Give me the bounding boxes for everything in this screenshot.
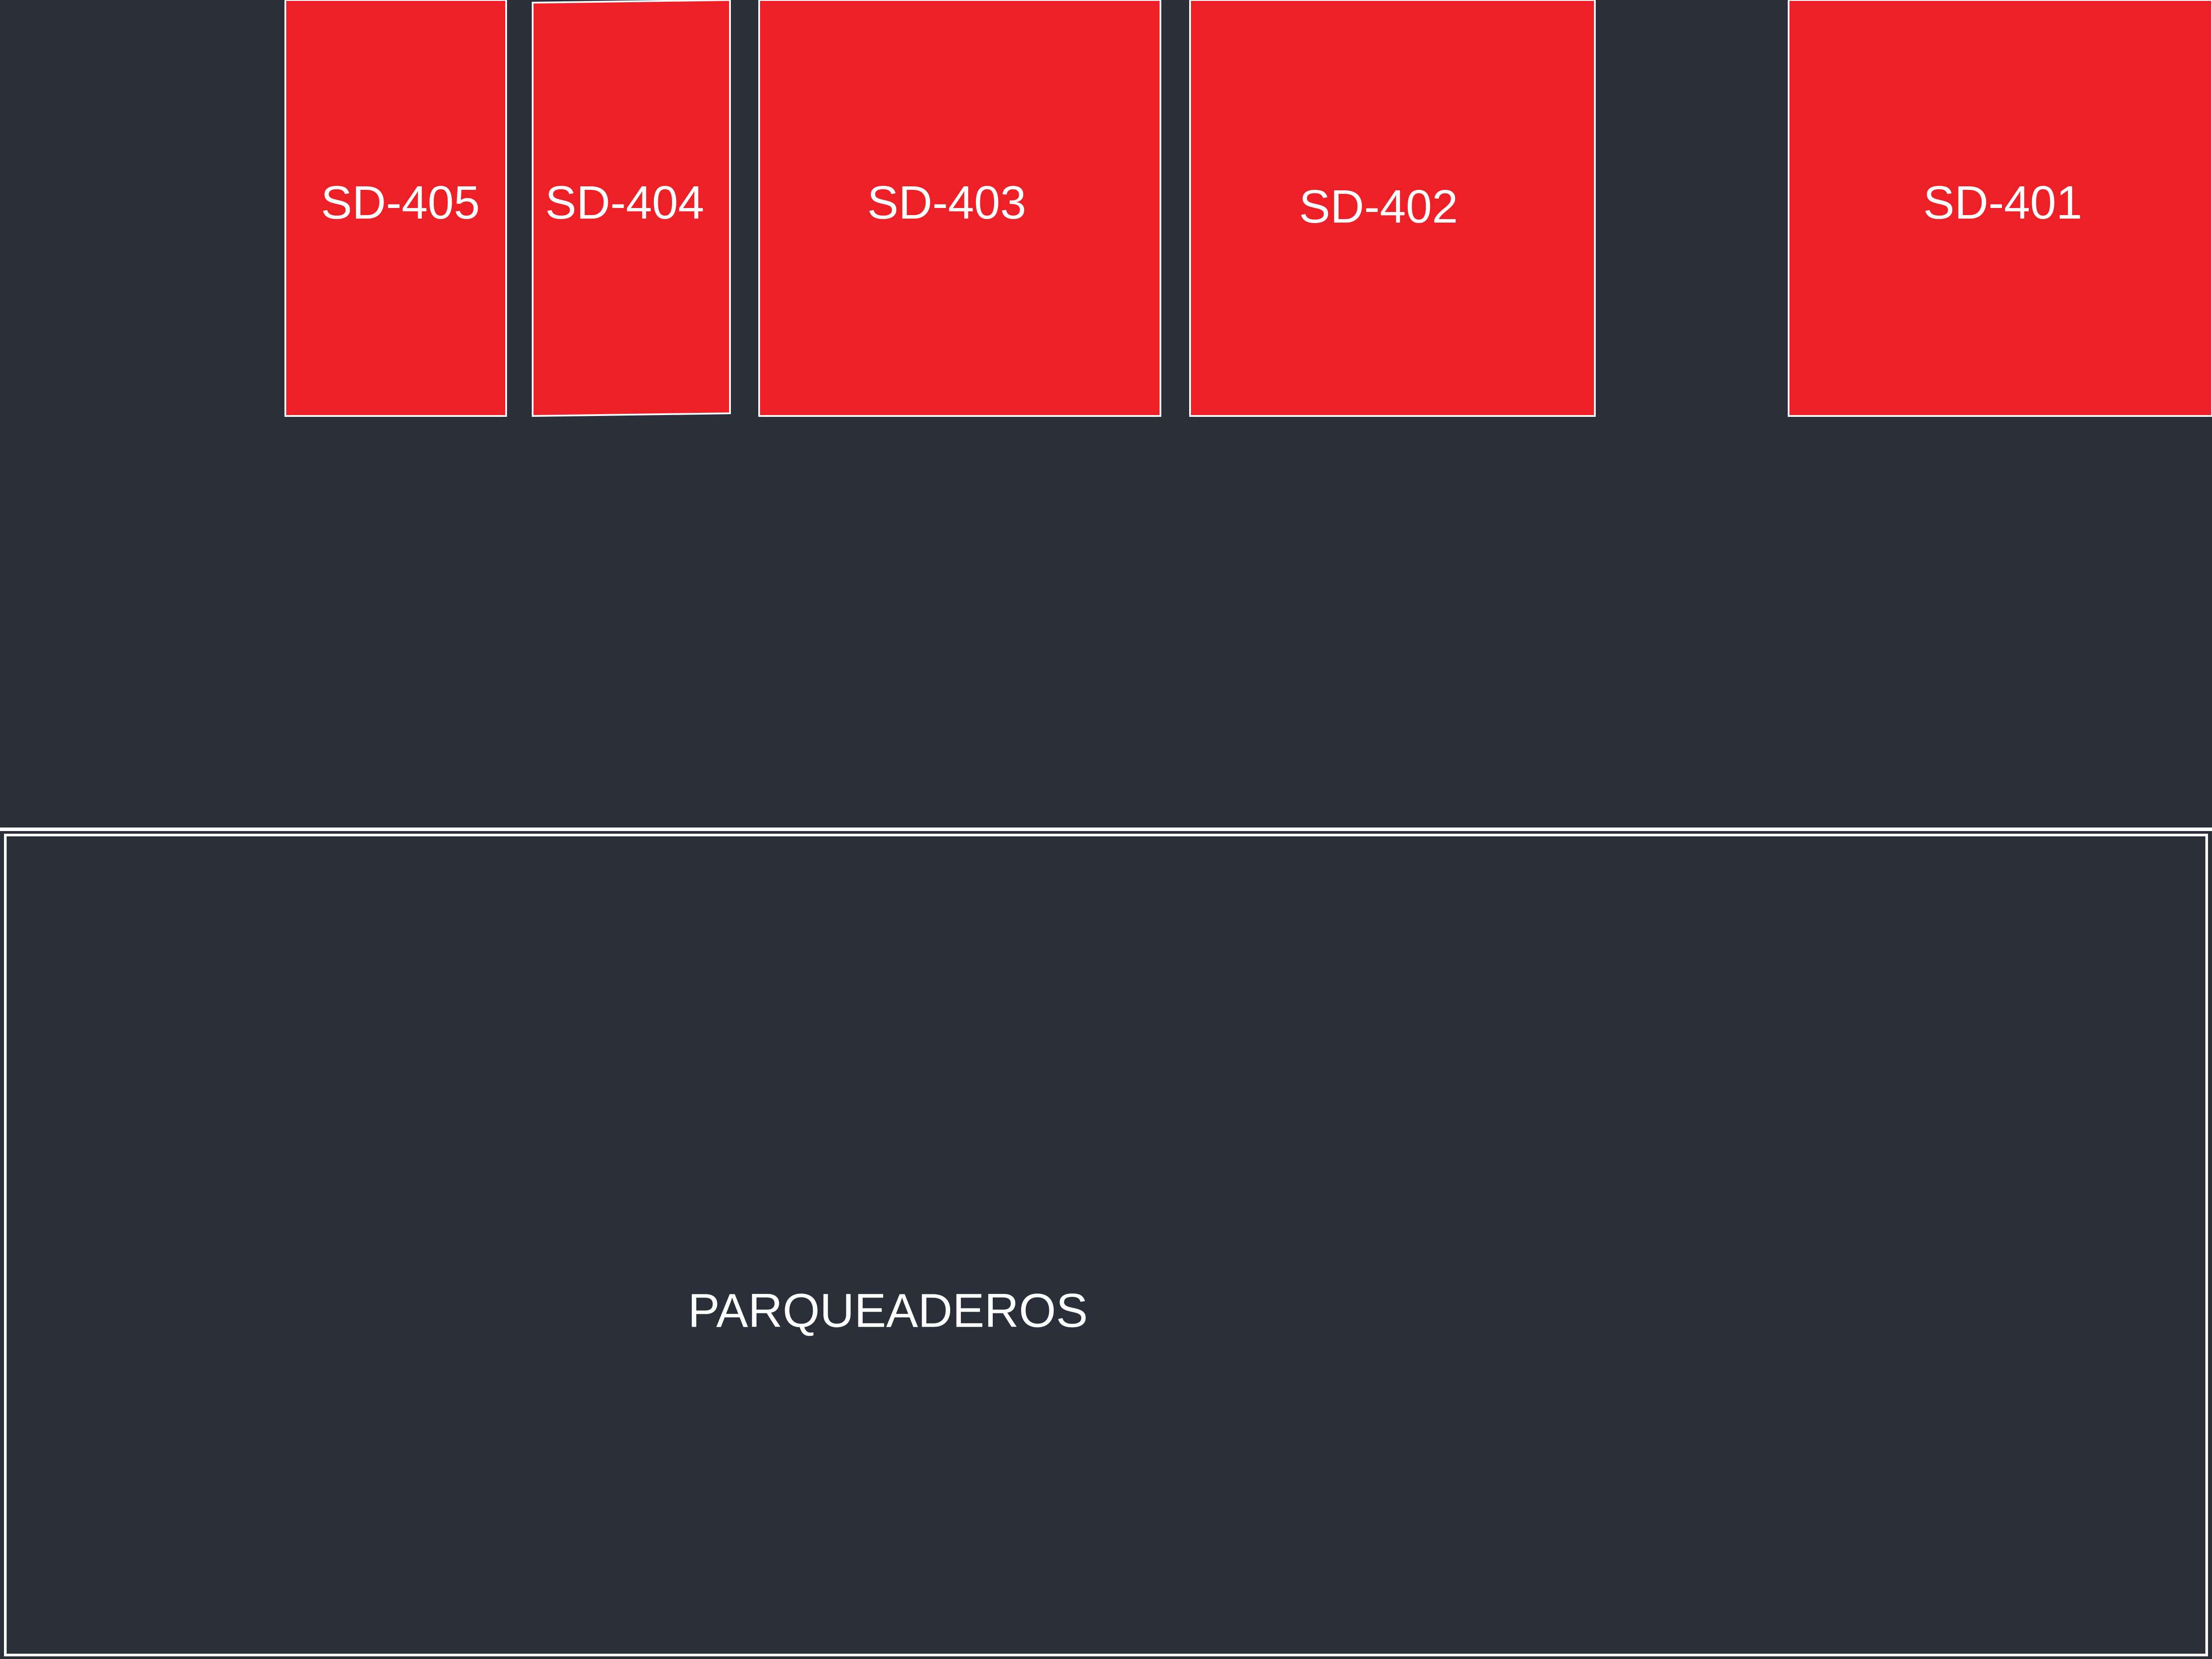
- unit-sd-401-shape: [1788, 0, 2212, 417]
- unit-sd-405[interactable]: SD-405: [284, 0, 507, 417]
- unit-sd-403-label: SD-403: [867, 177, 1026, 229]
- unit-sd-403-shape: [758, 0, 1161, 417]
- unit-sd-401[interactable]: SD-401: [1788, 0, 2212, 417]
- unit-sd-402[interactable]: SD-402: [1189, 0, 1596, 417]
- parking-area[interactable]: PARQUEADEROS: [4, 834, 2208, 1656]
- unit-sd-402-shape: [1189, 0, 1596, 417]
- unit-sd-402-label: SD-402: [1299, 181, 1458, 233]
- unit-sd-404-shape: [532, 0, 731, 417]
- unit-sd-404[interactable]: SD-404: [532, 0, 731, 417]
- unit-sd-403[interactable]: SD-403: [758, 0, 1161, 417]
- unit-sd-401-label: SD-401: [1923, 177, 2082, 229]
- unit-sd-404-label: SD-404: [545, 177, 704, 229]
- unit-sd-405-shape: [284, 0, 507, 417]
- parking-area-outline: [4, 834, 2208, 1656]
- unit-sd-405-label: SD-405: [321, 177, 480, 229]
- parking-label: PARQUEADEROS: [688, 1284, 1088, 1337]
